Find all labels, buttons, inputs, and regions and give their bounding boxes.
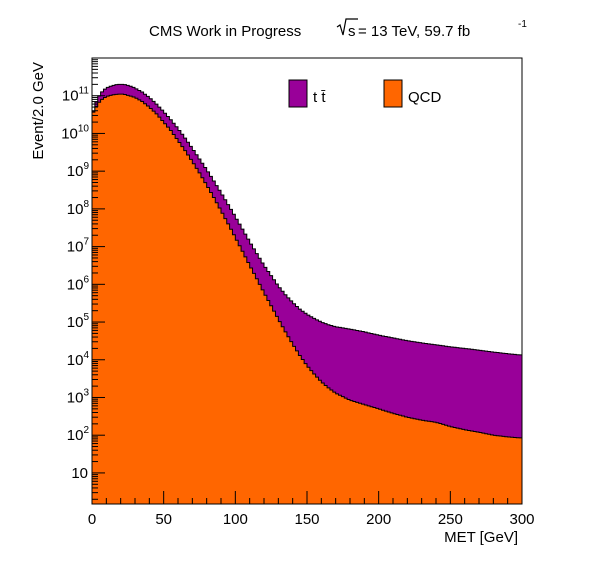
y-tick-label: 1011 xyxy=(62,86,90,105)
x-tick-label: 200 xyxy=(366,511,391,528)
legend-label-qcd: QCD xyxy=(408,89,442,106)
header-lumi-exponent: -1 xyxy=(518,19,527,30)
legend-label-tt: t t̄ xyxy=(313,89,326,106)
header-experiment: CMS Work in Progress xyxy=(149,23,301,40)
x-tick-label: 250 xyxy=(438,511,463,528)
x-tick-label: 50 xyxy=(155,511,172,528)
y-tick-label: 105 xyxy=(67,312,90,331)
y-tick-label: 108 xyxy=(67,199,90,218)
y-tick-label: 10 xyxy=(71,465,88,482)
header-energy-prefix: s xyxy=(348,23,356,40)
legend-swatch-qcd xyxy=(383,79,403,108)
y-tick-label: 103 xyxy=(67,387,90,406)
series-layer xyxy=(91,83,523,505)
x-axis-title: MET [GeV] xyxy=(444,529,518,546)
plot-area: 0 50 100 150 200 250 300 10 102 103 104 105 106 107 10… xyxy=(61,57,535,528)
header-energy-text: = 13 TeV, 59.7 fb xyxy=(358,23,470,40)
y-tick-label: 104 xyxy=(67,350,90,369)
legend: t t̄ QCD xyxy=(288,79,442,108)
tick-layer: 0 50 100 150 200 250 300 10 102 103 104 105 106 107 10… xyxy=(61,59,535,528)
y-tick-label: 1010 xyxy=(61,123,89,142)
x-tick-label: 150 xyxy=(294,511,319,528)
y-axis-title: Event/2.0 GeV xyxy=(30,62,47,160)
histogram-qcd xyxy=(91,93,523,505)
y-tick-label: 102 xyxy=(67,425,90,444)
x-tick-label: 0 xyxy=(88,511,96,528)
y-tick-label: 106 xyxy=(67,274,90,293)
header-sqrt-symbol xyxy=(336,18,358,36)
y-tick-label: 107 xyxy=(67,237,90,256)
y-tick-label: 109 xyxy=(67,161,90,180)
x-tick-label: 300 xyxy=(509,511,534,528)
legend-swatch-tt xyxy=(288,79,308,108)
x-tick-label: 100 xyxy=(223,511,248,528)
